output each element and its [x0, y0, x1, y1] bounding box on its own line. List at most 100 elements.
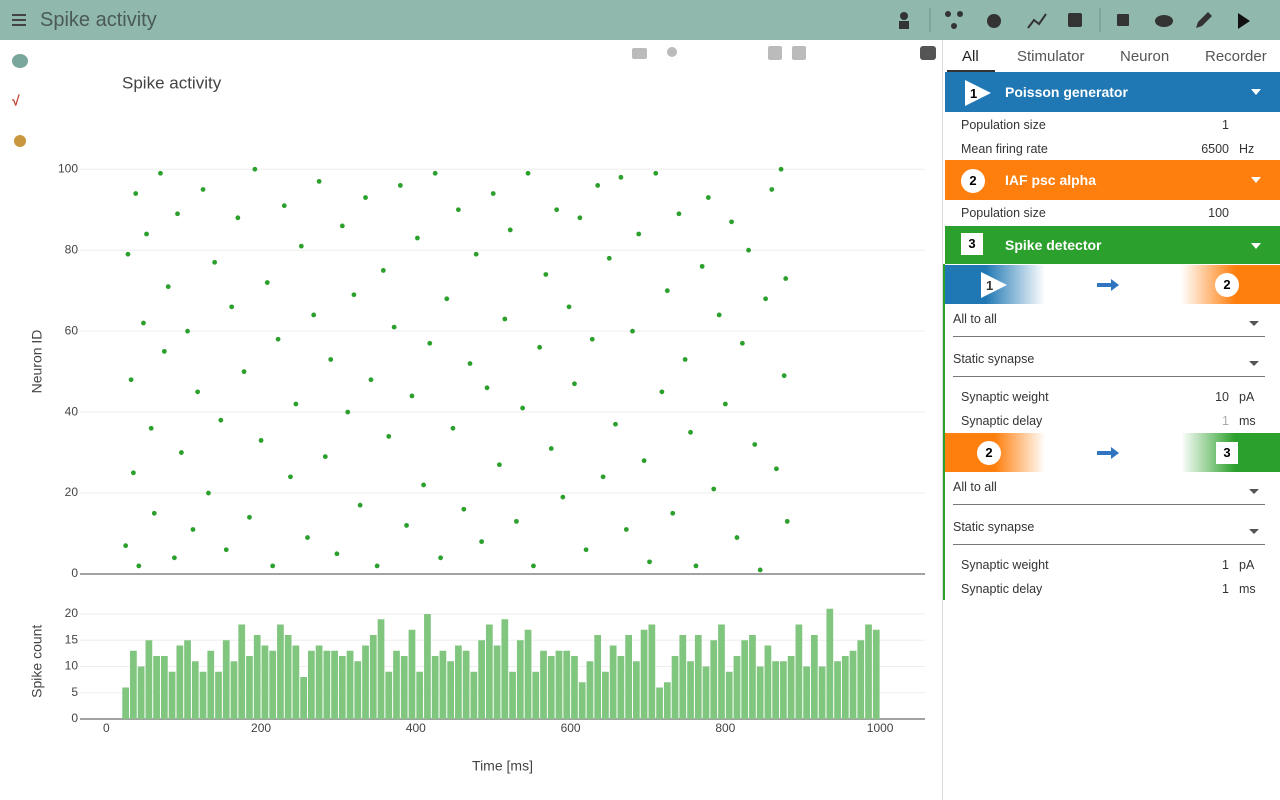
icon[interactable]: [1196, 12, 1212, 28]
node-header[interactable]: 1 Poisson generator: [945, 72, 1280, 112]
spike: [130, 470, 136, 476]
param-row: Synaptic weight 1 pA: [961, 558, 1265, 572]
spike: [778, 166, 784, 172]
node-header[interactable]: 3 Spike detector: [945, 226, 1280, 264]
icon[interactable]: [1068, 13, 1082, 27]
bar: [586, 661, 594, 719]
icon[interactable]: [945, 11, 951, 17]
spike: [368, 377, 374, 383]
node-id: 3: [961, 233, 983, 255]
spike: [200, 187, 206, 192]
bar: [563, 650, 571, 719]
x-tick-label: 600: [561, 721, 581, 735]
select[interactable]: Static synapse: [953, 352, 1265, 377]
spike: [141, 320, 146, 326]
param-value[interactable]: 10: [1215, 390, 1229, 404]
bar: [145, 640, 153, 719]
icon[interactable]: [899, 21, 909, 29]
bar: [787, 656, 795, 719]
tab[interactable]: Neuron: [1120, 48, 1170, 65]
icon[interactable]: [768, 46, 782, 60]
icon[interactable]: [900, 12, 908, 20]
spike: [397, 183, 403, 188]
bar: [478, 640, 485, 719]
rule: All to all: [953, 312, 997, 326]
connection-header[interactable]: 2 3: [945, 433, 1280, 472]
run-button[interactable]: [1238, 13, 1250, 29]
connection-target: 3: [1216, 442, 1238, 464]
spike: [729, 219, 734, 225]
bar: [447, 661, 455, 719]
bar: [222, 640, 230, 719]
tab[interactable]: Stimulator: [1017, 48, 1085, 65]
spike: [583, 547, 589, 553]
bar: [663, 682, 671, 719]
spike: [195, 389, 201, 395]
bar: [269, 650, 277, 719]
spike: [123, 543, 129, 549]
icon[interactable]: [667, 47, 677, 57]
spike: [374, 563, 380, 569]
spike: [252, 166, 258, 172]
select[interactable]: All to all: [953, 480, 1265, 505]
icon[interactable]: [632, 48, 647, 59]
icon[interactable]: [1117, 14, 1129, 26]
y-axis-label: Neuron ID: [29, 330, 45, 394]
param-value[interactable]: 100: [1208, 206, 1229, 220]
spike: [144, 231, 149, 237]
bar: [516, 640, 524, 719]
spike: [613, 421, 618, 427]
node-header[interactable]: 2 IAF psc alpha: [945, 160, 1280, 200]
tab[interactable]: All: [962, 48, 979, 65]
param-label: Population size: [961, 118, 1046, 132]
icon[interactable]: √: [12, 93, 20, 109]
spike: [133, 191, 139, 196]
spike: [693, 563, 699, 569]
spike: [305, 535, 310, 540]
param-value[interactable]: 1: [1222, 414, 1229, 428]
select[interactable]: All to all: [953, 312, 1265, 337]
bar: [756, 666, 764, 719]
bar: [184, 640, 191, 719]
param-value[interactable]: 1: [1222, 582, 1229, 596]
bar: [207, 650, 215, 719]
connections: [943, 264, 1280, 600]
icon[interactable]: [792, 46, 806, 60]
bar: [431, 656, 439, 719]
icon[interactable]: [920, 46, 936, 60]
bar: [671, 656, 679, 719]
spike: [566, 304, 572, 310]
select[interactable]: Static synapse: [953, 520, 1265, 545]
icon[interactable]: [1155, 15, 1173, 27]
bar: [308, 650, 315, 719]
icon[interactable]: [14, 135, 26, 147]
param-value[interactable]: 1: [1222, 118, 1229, 132]
arrow: [1097, 447, 1119, 459]
spike: [148, 425, 154, 431]
bar: [331, 650, 338, 719]
spike: [461, 506, 467, 512]
spike: [572, 381, 577, 387]
spike: [125, 251, 131, 257]
param-value[interactable]: 6500: [1201, 142, 1229, 156]
spike: [136, 563, 142, 569]
y-tick-label: 5: [71, 685, 78, 699]
icon[interactable]: [987, 14, 1001, 28]
icon[interactable]: [12, 54, 28, 68]
icon[interactable]: [1027, 13, 1047, 29]
spike: [606, 255, 612, 261]
param-value[interactable]: 1: [1222, 558, 1229, 572]
bar: [594, 635, 602, 719]
menu-button[interactable]: [12, 14, 26, 26]
tab[interactable]: Recorder: [1205, 48, 1267, 65]
bar: [764, 645, 772, 719]
connection-header[interactable]: 1 2: [945, 265, 1280, 304]
spike: [502, 316, 508, 322]
bar: [857, 640, 865, 719]
spike: [705, 195, 711, 200]
spike: [178, 450, 184, 455]
bar: [246, 656, 253, 719]
param-unit: ms: [1239, 582, 1256, 596]
bar: [687, 661, 694, 719]
